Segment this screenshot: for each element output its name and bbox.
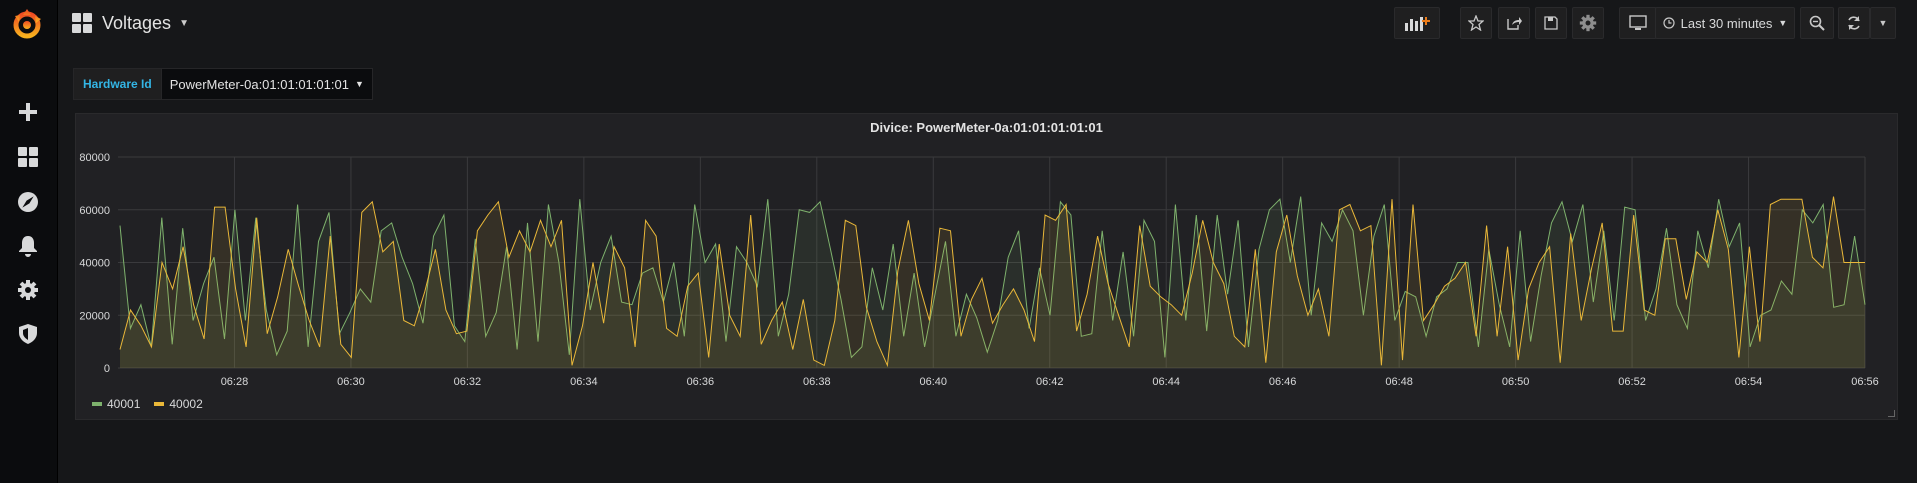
- time-range-picker[interactable]: Last 30 minutes ▼: [1655, 7, 1795, 39]
- hardware-id-select[interactable]: PowerMeter-0a:01:01:01:01:01 ▼: [160, 68, 373, 100]
- y-tick-label: 80000: [79, 152, 110, 164]
- legend-item-40002[interactable]: 40002: [154, 397, 203, 411]
- legend-swatch: [92, 402, 102, 406]
- legend-label: 40001: [107, 397, 141, 411]
- voltage-chart[interactable]: 80000 60000 40000 20000 0 06:28 06:30 06:32 06:3…: [76, 114, 1899, 394]
- dashboard-picker[interactable]: Voltages ▼: [72, 8, 189, 38]
- x-tick-label: 06:36: [687, 376, 715, 388]
- x-tick-label: 06:30: [337, 376, 365, 388]
- x-tick-label: 06:34: [570, 376, 598, 388]
- x-tick-label: 06:38: [803, 376, 831, 388]
- refresh-interval-caret-icon: ▼: [1878, 18, 1888, 28]
- chevron-down-icon: ▼: [179, 17, 189, 29]
- chevron-down-icon: ▼: [1778, 18, 1788, 28]
- tv-mode-icon: [1629, 15, 1647, 30]
- tv-mode-button[interactable]: [1619, 7, 1657, 39]
- chevron-down-icon: ▼: [354, 79, 364, 89]
- series-line-40002: [119, 196, 1865, 368]
- settings-button[interactable]: [1572, 7, 1604, 39]
- series-area-40001: [120, 196, 1865, 368]
- x-tick-label: 06:42: [1036, 376, 1064, 388]
- y-tick-label: 40000: [79, 258, 110, 270]
- variable-label: Hardware Id: [73, 68, 161, 100]
- legend-swatch: [154, 402, 165, 406]
- refresh-interval-button[interactable]: ▼: [1870, 7, 1896, 39]
- x-tick-label: 06:54: [1735, 376, 1763, 388]
- dashboards-icon[interactable]: [13, 142, 43, 172]
- save-button[interactable]: [1535, 7, 1567, 39]
- series-area-40002: [120, 196, 1865, 368]
- add-panel-icon: [1405, 17, 1430, 31]
- x-tick-label: 06:28: [221, 376, 249, 388]
- x-tick-label: 06:46: [1269, 376, 1297, 388]
- panel-title[interactable]: Divice: PowerMeter-0a:01:01:01:01:01: [870, 120, 1103, 135]
- x-tick-label: 06:52: [1618, 376, 1646, 388]
- y-tick-label: 60000: [79, 205, 110, 217]
- star-icon: [1468, 15, 1484, 31]
- dashboard-title: Voltages: [102, 12, 172, 33]
- refresh-icon: [1848, 16, 1860, 30]
- zoom-out-button[interactable]: [1800, 7, 1834, 39]
- add-panel-button[interactable]: [1394, 7, 1440, 39]
- save-icon: [1544, 16, 1558, 30]
- variable-value: PowerMeter-0a:01:01:01:01:01: [169, 76, 349, 92]
- top-navbar: Voltages ▼ Last 30 minutes ▼ ▼: [58, 0, 1917, 48]
- side-menu: [0, 0, 58, 483]
- share-button[interactable]: [1498, 7, 1530, 39]
- clock-icon: [1663, 17, 1675, 29]
- explore-icon[interactable]: [13, 187, 43, 217]
- chart-legend: 40001 40002: [92, 397, 203, 411]
- share-icon: [1507, 17, 1522, 30]
- grafana-logo-icon[interactable]: [10, 7, 44, 41]
- legend-label: 40002: [169, 397, 203, 411]
- dashboard-grid-icon: [72, 13, 92, 33]
- series-line-40001: [119, 196, 1866, 359]
- x-tick-label: 06:32: [454, 376, 482, 388]
- refresh-button[interactable]: [1838, 7, 1870, 39]
- x-tick-label: 06:48: [1385, 376, 1413, 388]
- create-icon[interactable]: [13, 97, 43, 127]
- graph-panel: Divice: PowerMeter-0a:01:01:01:01:01 800…: [75, 113, 1898, 420]
- configuration-icon[interactable]: [13, 275, 43, 305]
- x-tick-label: 06:40: [920, 376, 948, 388]
- star-button[interactable]: [1460, 7, 1492, 39]
- time-range-label: Last 30 minutes: [1680, 15, 1773, 31]
- zoom-out-icon: [1809, 15, 1825, 31]
- legend-item-40001[interactable]: 40001: [92, 397, 140, 411]
- x-tick-label: 06:56: [1851, 376, 1879, 388]
- variable-row: Hardware Id PowerMeter-0a:01:01:01:01:01…: [73, 68, 373, 100]
- panel-resize-handle[interactable]: [1888, 410, 1895, 417]
- x-tick-label: 06:50: [1502, 376, 1530, 388]
- x-tick-label: 06:44: [1152, 376, 1180, 388]
- settings-icon: [1579, 14, 1597, 32]
- alerting-icon[interactable]: [13, 231, 43, 261]
- server-admin-icon[interactable]: [13, 319, 43, 349]
- y-tick-label: 0: [104, 363, 110, 375]
- y-tick-label: 20000: [79, 310, 110, 322]
